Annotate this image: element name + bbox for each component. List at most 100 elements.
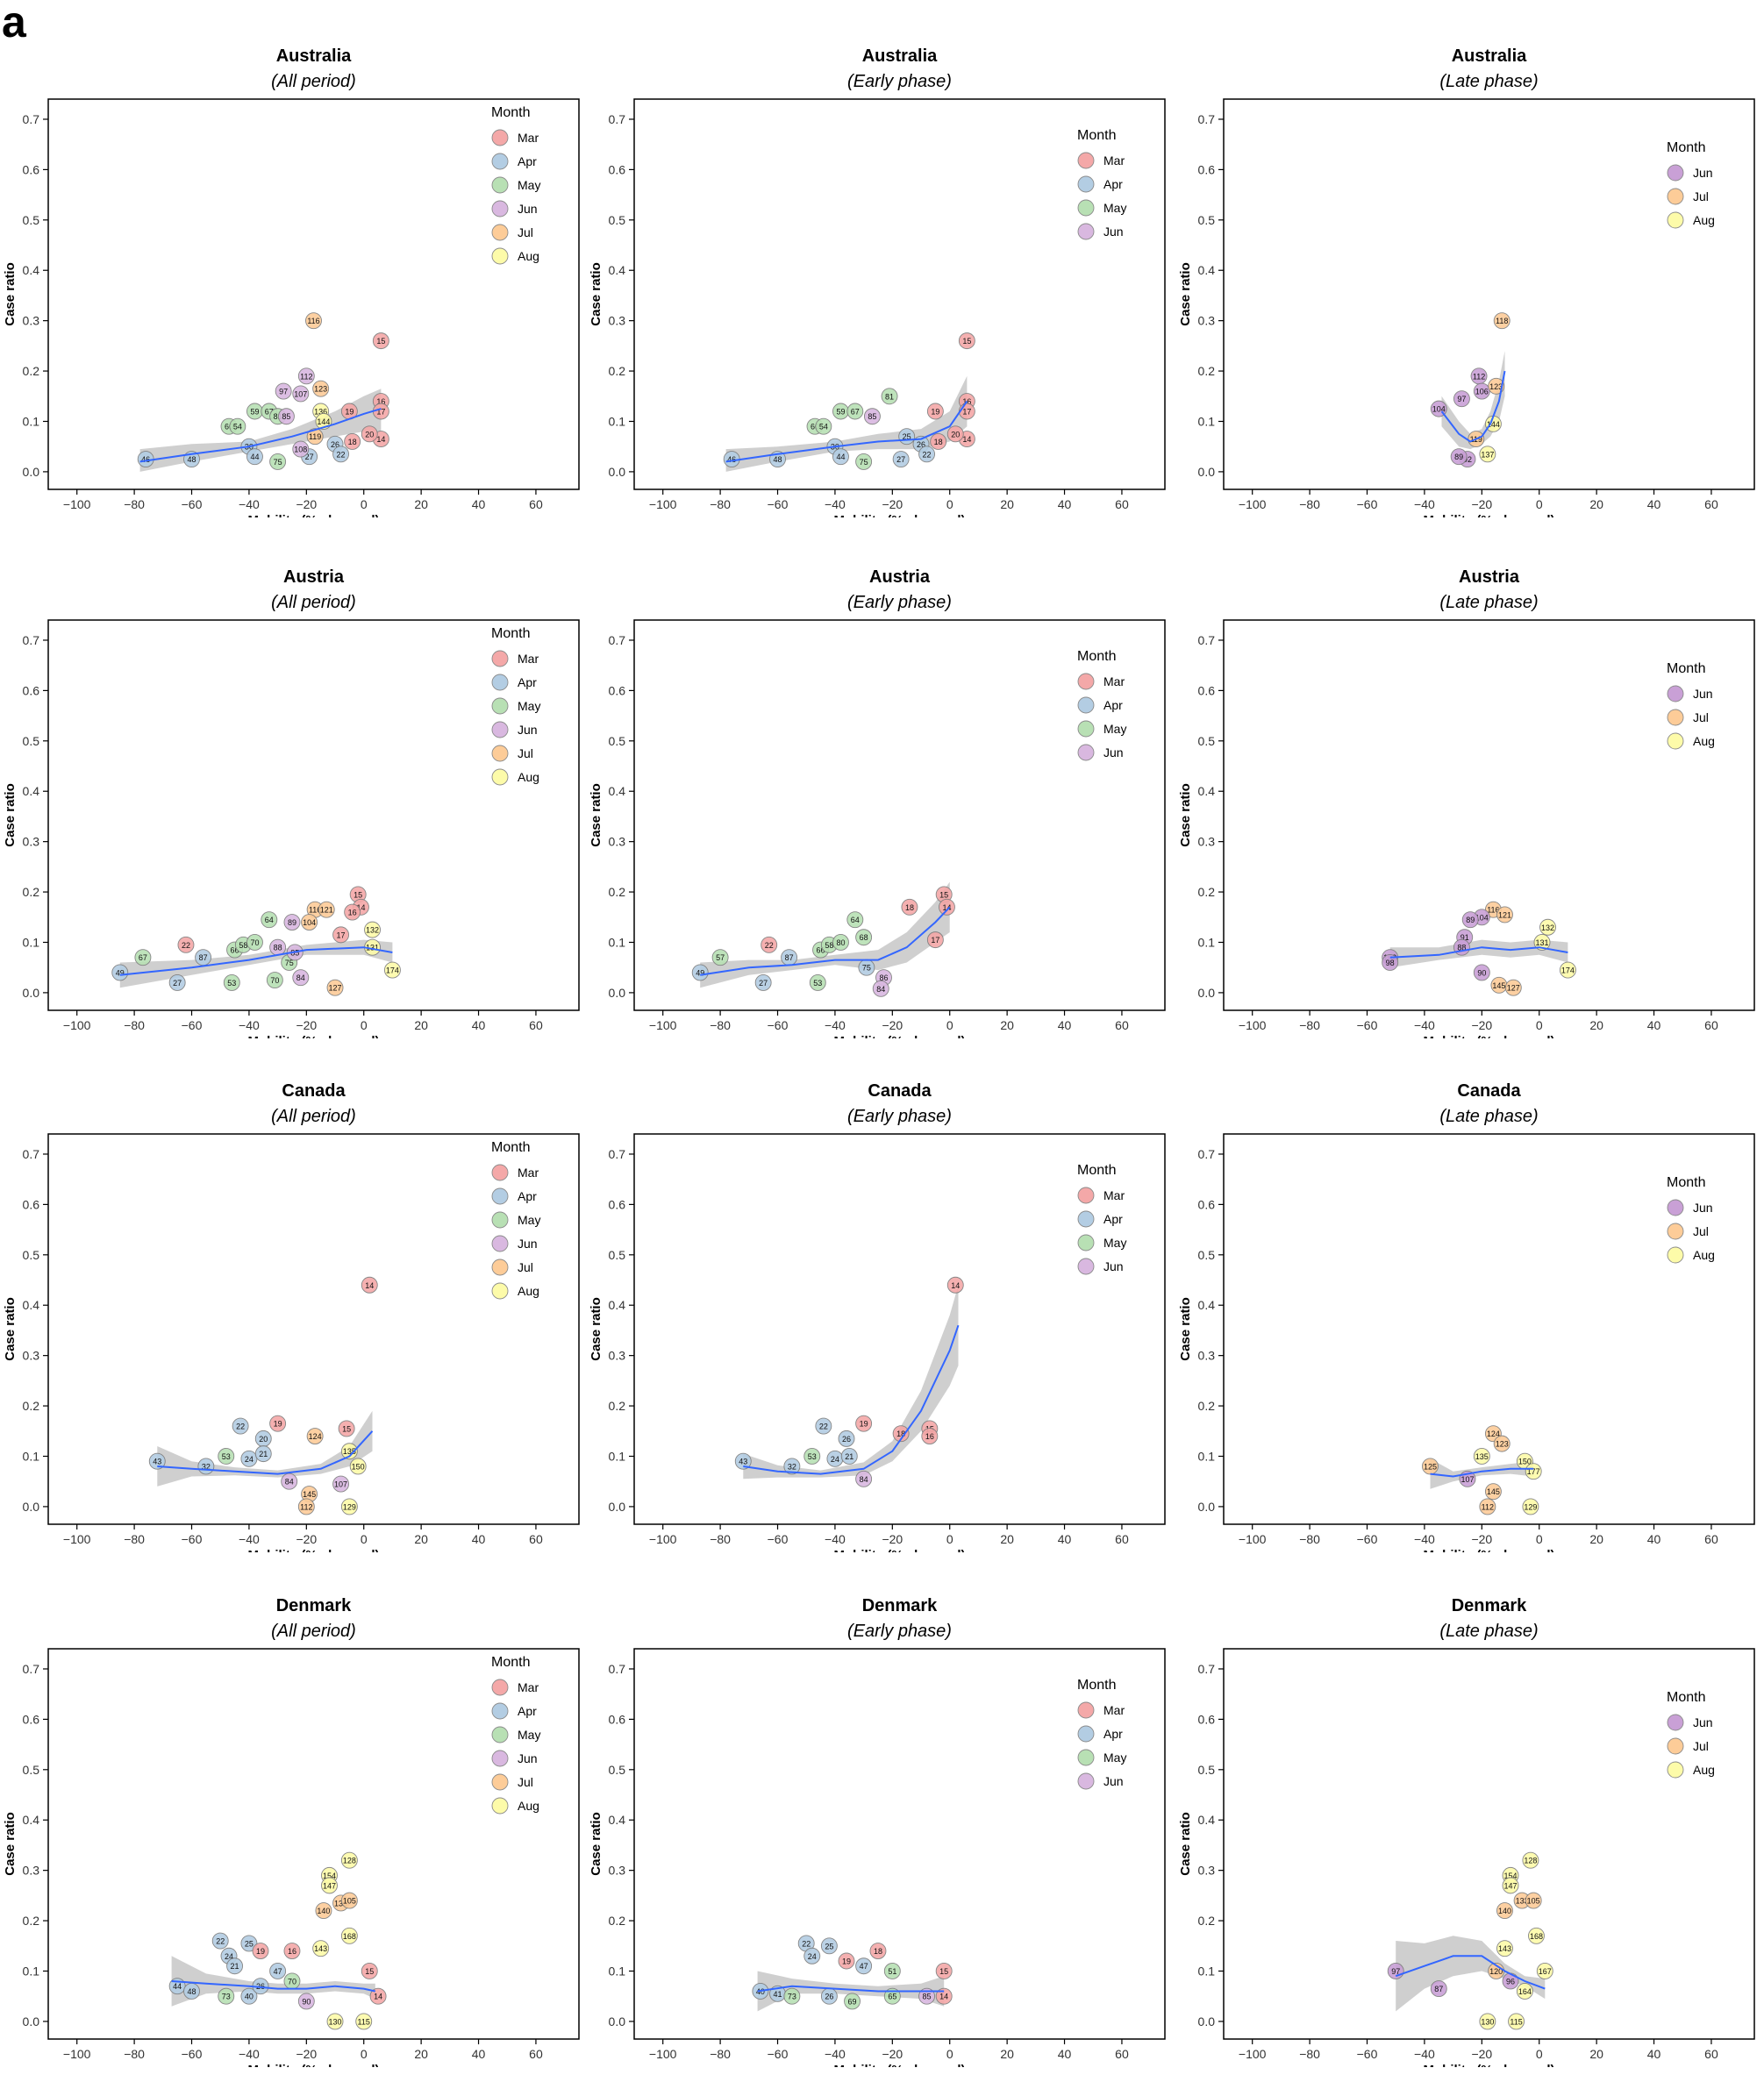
data-point: 85 — [918, 1987, 936, 2005]
y-tick-label: 0.5 — [23, 1248, 40, 1262]
x-tick-label: −60 — [1357, 2047, 1378, 2061]
y-axis-label: Case ratio — [589, 783, 603, 847]
svg-text:19: 19 — [256, 1947, 265, 1956]
chart-subtitle: (Early phase) — [847, 72, 952, 91]
data-point: 53 — [809, 973, 826, 991]
data-point: 54 — [229, 417, 246, 435]
svg-text:41: 41 — [774, 1990, 782, 1999]
svg-text:Aug: Aug — [518, 1799, 539, 1813]
legend: Month Mar Apr May Jun — [1077, 128, 1126, 240]
data-point: 67 — [134, 949, 152, 966]
svg-text:80: 80 — [836, 938, 845, 947]
svg-text:24: 24 — [808, 1952, 817, 1961]
panel-12: Denmark (Late phase) 128 154 147 133 105 140 168… — [1175, 1550, 1759, 2075]
svg-text:14: 14 — [962, 435, 971, 444]
y-tick-label: 0.7 — [23, 112, 40, 126]
x-tick-label: 0 — [946, 497, 953, 511]
x-tick-label: 0 — [361, 2047, 368, 2061]
legend: Month Jun Jul Aug — [1667, 1175, 1715, 1264]
data-point: 131 — [1533, 934, 1551, 951]
x-tick-label: 60 — [529, 1018, 543, 1032]
y-tick-label: 0.6 — [23, 683, 40, 697]
panel-7: Canada (All period) 14 19 22 15 20 124 43 32 53 24 2… — [0, 1035, 583, 1563]
svg-text:May: May — [1103, 722, 1126, 736]
data-point: 164 — [1516, 1983, 1533, 2000]
data-point: 16 — [344, 903, 361, 921]
data-point: 121 — [318, 901, 335, 918]
y-tick-label: 0.5 — [1198, 734, 1216, 748]
y-tick-label: 0.2 — [23, 885, 40, 899]
x-tick-label: −40 — [825, 1018, 846, 1032]
data-point: 147 — [321, 1877, 338, 1894]
x-tick-label: −40 — [825, 1532, 846, 1546]
confidence-band — [119, 939, 393, 988]
data-point: 20 — [361, 425, 378, 443]
svg-text:46: 46 — [141, 455, 150, 464]
x-tick-label: −100 — [63, 497, 91, 511]
x-tick-label: −20 — [296, 1532, 317, 1546]
data-point: 112 — [297, 1498, 315, 1515]
svg-text:32: 32 — [202, 1462, 211, 1471]
y-tick-label: 0.4 — [23, 784, 40, 798]
x-tick-label: −100 — [63, 1532, 91, 1546]
data-point: 44 — [832, 448, 849, 466]
data-point: 127 — [1504, 979, 1522, 996]
y-tick-label: 0.0 — [23, 465, 40, 479]
y-tick-label: 0.6 — [1198, 683, 1216, 697]
svg-text:Jul: Jul — [518, 746, 533, 760]
y-axis-label: Case ratio — [1178, 1297, 1193, 1361]
legend-item: Mar — [1077, 673, 1125, 690]
legend-item: Jun — [1077, 1258, 1124, 1275]
y-tick-label: 0.5 — [23, 734, 40, 748]
svg-text:Jul: Jul — [518, 1775, 533, 1789]
data-point: 73 — [783, 1987, 801, 2005]
legend-item: Aug — [491, 768, 539, 786]
data-point: 27 — [754, 973, 772, 991]
svg-text:Aug: Aug — [1693, 213, 1715, 227]
data-point: 47 — [269, 1963, 287, 1979]
chart-subtitle: (All period) — [271, 1622, 356, 1641]
y-tick-label: 0.0 — [609, 986, 626, 1000]
svg-text:150: 150 — [352, 1462, 365, 1471]
legend-item: Aug — [491, 1282, 539, 1300]
x-tick-label: 40 — [1058, 1532, 1072, 1546]
x-tick-label: 20 — [1000, 1532, 1014, 1546]
x-tick-label: 60 — [529, 1532, 543, 1546]
svg-text:Apr: Apr — [518, 1704, 537, 1718]
x-tick-label: 20 — [414, 497, 428, 511]
svg-text:97: 97 — [1457, 395, 1466, 403]
y-tick-label: 0.3 — [609, 314, 626, 328]
svg-text:89: 89 — [1466, 916, 1475, 924]
svg-text:22: 22 — [216, 1937, 225, 1946]
svg-text:18: 18 — [874, 1947, 882, 1956]
legend: Month Mar Apr May Jun Jul Aug — [491, 105, 540, 265]
scatter-panel-10: Denmark(All period)128154147133105140168… — [3, 1596, 580, 2075]
data-point: 112 — [297, 367, 315, 385]
data-point: 21 — [254, 1445, 272, 1463]
confidence-band — [757, 1971, 945, 2012]
data-point: 65 — [883, 1987, 901, 2005]
data-point: 53 — [218, 1448, 235, 1465]
x-tick-label: 40 — [472, 1018, 486, 1032]
y-tick-label: 0.1 — [1198, 1449, 1216, 1463]
data-point: 22 — [177, 936, 195, 953]
legend-item: Apr — [491, 674, 537, 691]
svg-text:20: 20 — [951, 430, 960, 439]
x-tick-label: −60 — [1357, 1532, 1378, 1546]
legend-item: Jun — [1077, 744, 1124, 761]
y-tick-label: 0.0 — [1198, 986, 1216, 1000]
svg-text:14: 14 — [356, 903, 365, 912]
y-tick-label: 0.1 — [23, 1449, 40, 1463]
svg-text:70: 70 — [250, 938, 259, 947]
x-tick-label: −60 — [182, 2047, 203, 2061]
svg-text:Jun: Jun — [1693, 166, 1713, 180]
svg-text:125: 125 — [1424, 1462, 1437, 1471]
x-axis-label: Mobility (% changed) — [834, 2063, 966, 2067]
svg-text:120: 120 — [1489, 1967, 1503, 1976]
data-point: 25 — [240, 1935, 258, 1952]
x-tick-label: 60 — [1115, 2047, 1129, 2061]
svg-text:116: 116 — [309, 906, 321, 915]
svg-text:143: 143 — [1498, 1944, 1511, 1953]
data-point: 87 — [195, 949, 212, 966]
data-point: 24 — [240, 1450, 258, 1467]
